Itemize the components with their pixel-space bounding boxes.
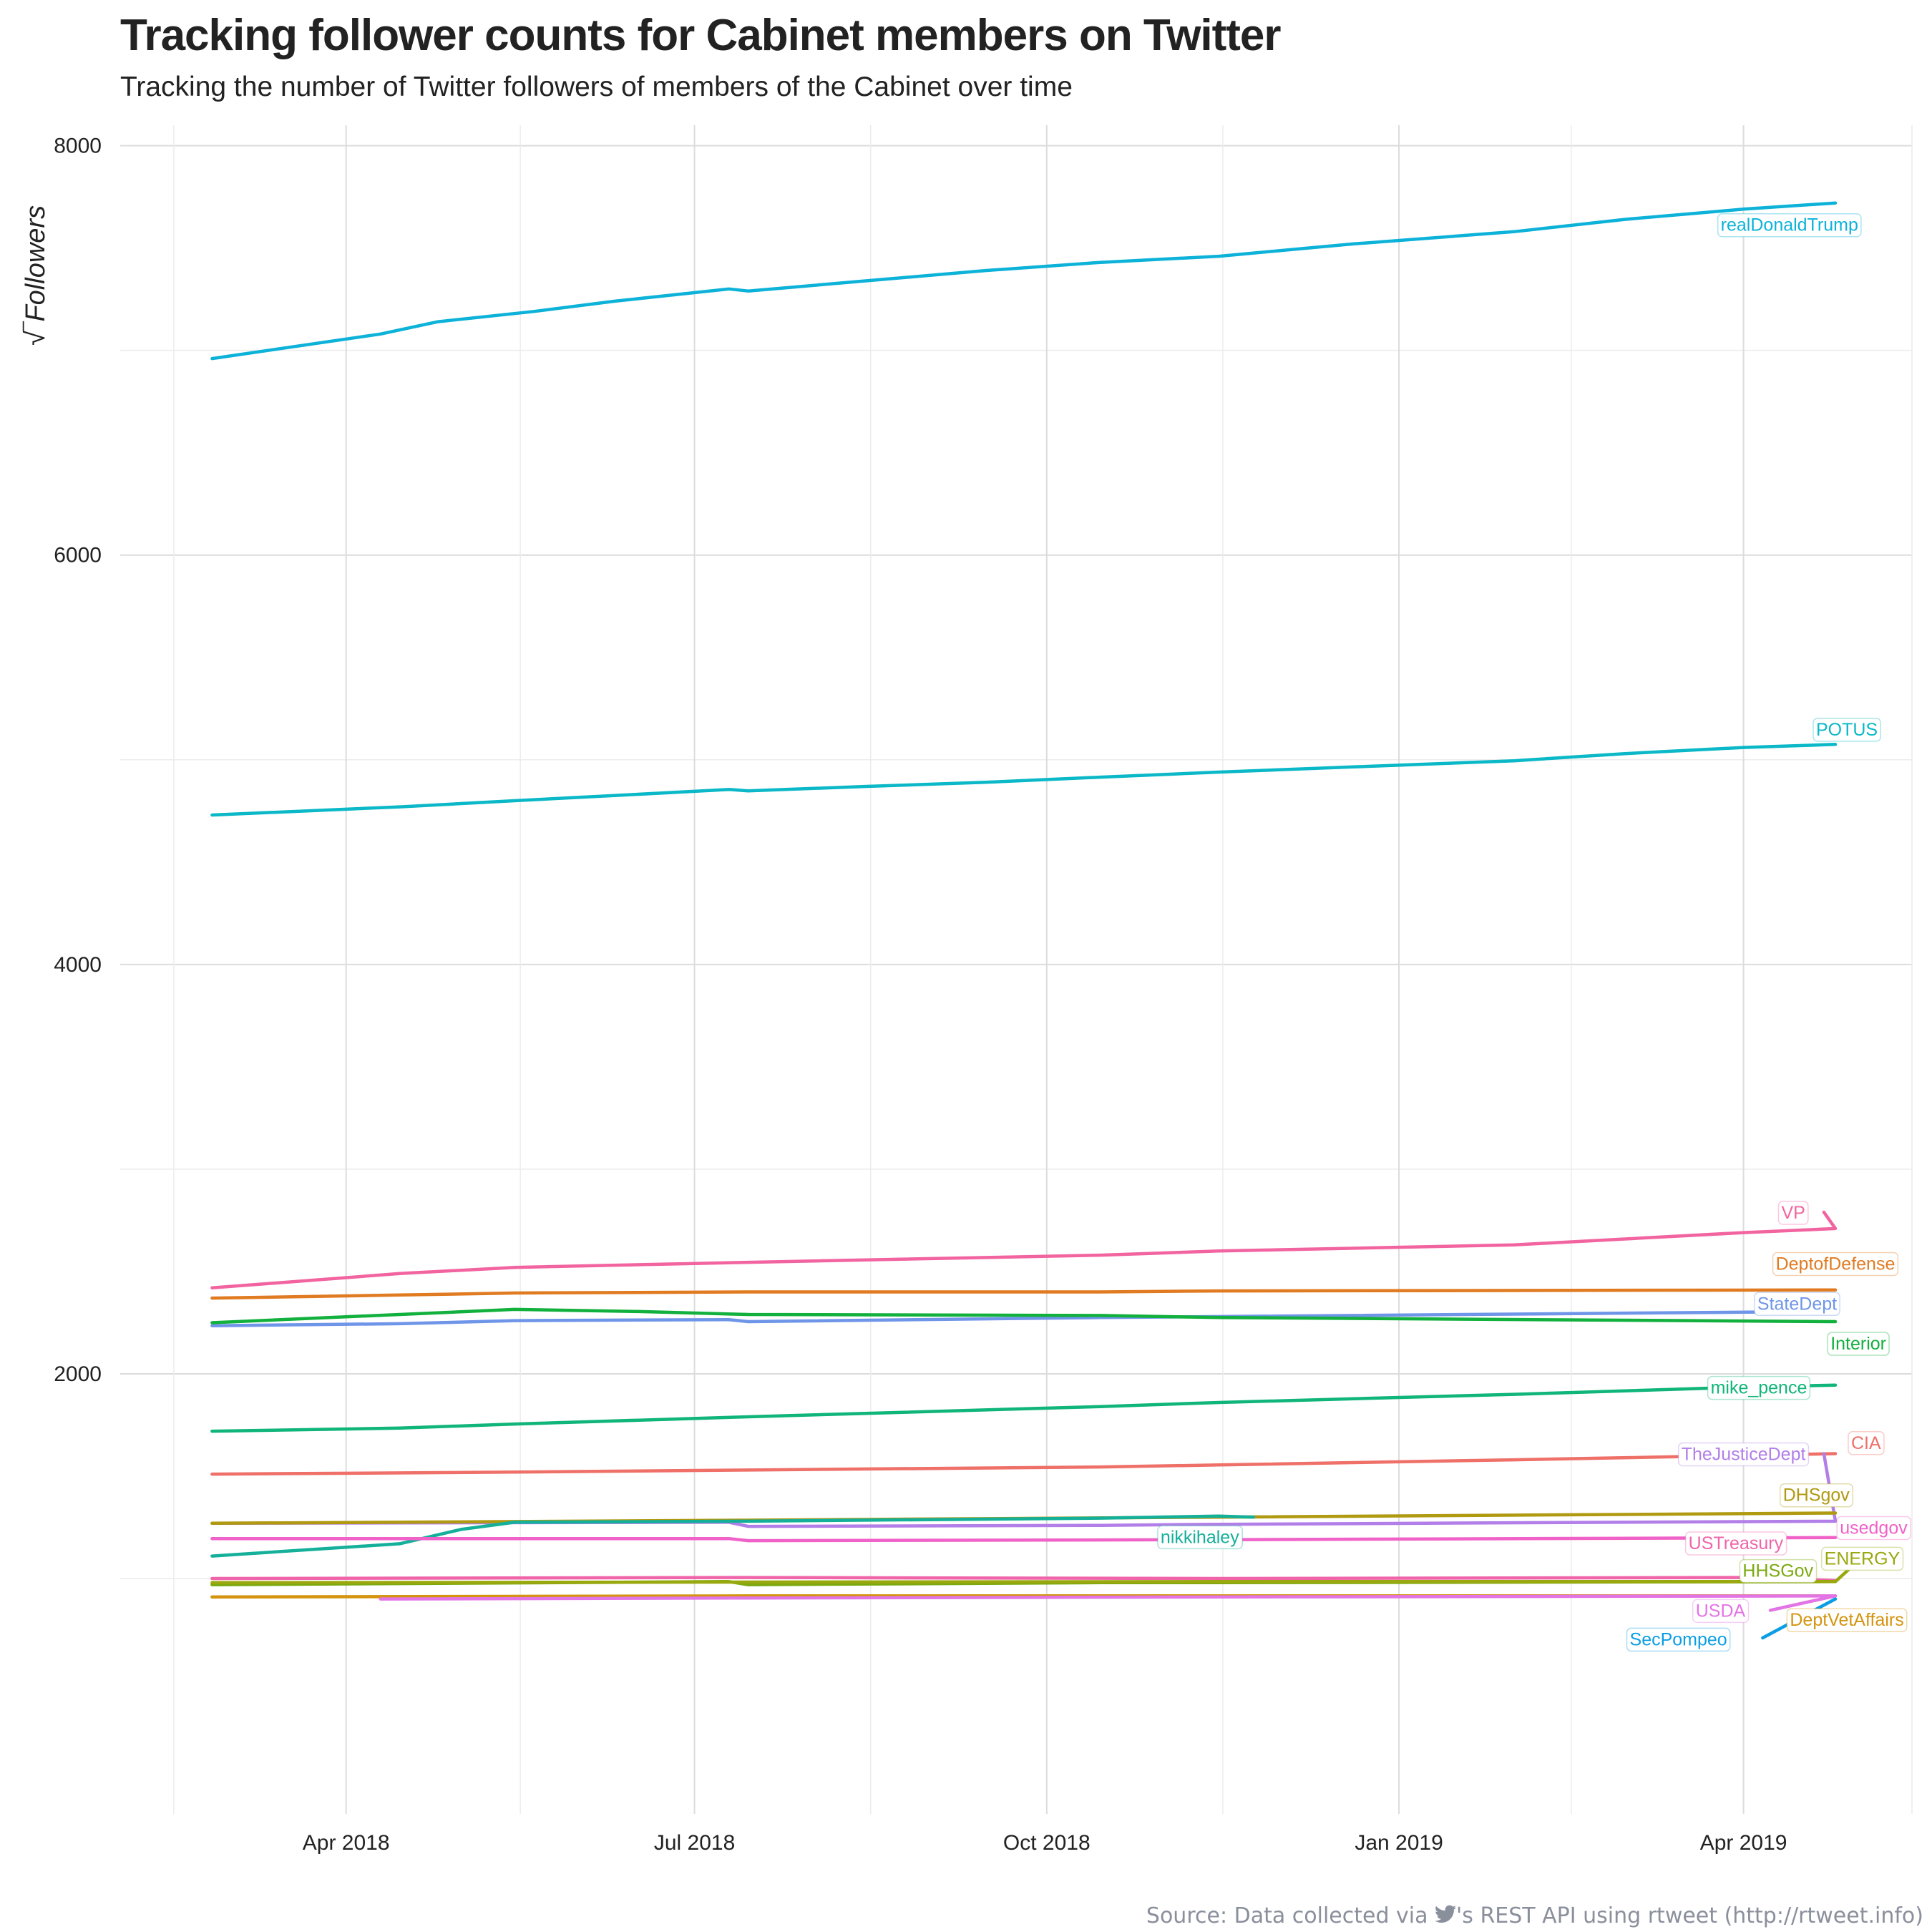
- series-label-box: [1754, 1292, 1840, 1317]
- series-label-POTUS: POTUS: [1813, 718, 1881, 742]
- y-tick-label: 4000: [54, 953, 102, 977]
- series-label-text: VP: [1781, 1203, 1805, 1223]
- series-label-DHSgov: DHSgov: [1779, 1483, 1854, 1508]
- series-label-text: TheJusticeDept: [1682, 1445, 1806, 1465]
- series-label-box: [1684, 1531, 1787, 1556]
- series-label-text: Interior: [1830, 1334, 1886, 1354]
- series-line-mike_pence: [210, 1383, 1838, 1433]
- chart-title: Tracking follower counts for Cabinet mem…: [120, 11, 1282, 60]
- series-label-box: [1739, 1558, 1818, 1584]
- series-label-text: nikkihaley: [1161, 1527, 1239, 1547]
- series-label-text: DHSgov: [1783, 1485, 1850, 1506]
- series-label-box: [1820, 1546, 1904, 1571]
- series-label-nikkihaley: nikkihaley: [1157, 1525, 1243, 1550]
- series-label-USDA: USDA: [1692, 1599, 1750, 1624]
- series-line-VP: [210, 1210, 1838, 1290]
- series-label-VP: VP: [1777, 1201, 1809, 1225]
- series-lines: [210, 201, 1856, 1640]
- series-label-box: [1779, 1483, 1854, 1508]
- series-label-box: [1786, 1608, 1908, 1632]
- source-caption: Source: Data collected via 's REST API u…: [1146, 1903, 1923, 1929]
- series-line-CIA: [210, 1452, 1838, 1476]
- series-label-SecPompeo: SecPompeo: [1626, 1627, 1731, 1652]
- series-label-text: DeptofDefense: [1776, 1254, 1896, 1274]
- series-label-box: [1848, 1431, 1885, 1455]
- series-label-StateDept: StateDept: [1754, 1292, 1840, 1317]
- series-label-TheJusticeDept: TheJusticeDept: [1677, 1442, 1810, 1467]
- x-tick-label: Apr 2019: [1700, 1831, 1787, 1855]
- series-label-box: [1813, 718, 1881, 742]
- series-label-mike_pence: mike_pence: [1707, 1375, 1811, 1400]
- grid-lines: [120, 125, 1913, 1814]
- y-axis-ticks: 2000 4000 6000 8000: [54, 135, 102, 1386]
- y-axis-label: √‾Followers: [21, 205, 51, 346]
- x-tick-label: Oct 2018: [1003, 1831, 1091, 1855]
- y-tick-label: 8000: [54, 135, 102, 158]
- series-label-CIA: CIA: [1848, 1431, 1885, 1455]
- caption-text-after: 's REST API using rtweet (http://rtweet.…: [1456, 1903, 1923, 1928]
- series-label-box: [1777, 1201, 1809, 1225]
- series-line-POTUS: [210, 743, 1838, 817]
- series-line-nikkihaley: [210, 1514, 1255, 1558]
- series-labels: realDonaldTrump POTUS VP DeptofDefense State…: [1157, 213, 1911, 1652]
- x-tick-label: Jan 2019: [1355, 1831, 1443, 1855]
- series-label-text: HHSGov: [1742, 1561, 1813, 1581]
- x-tick-label: Apr 2018: [303, 1831, 390, 1855]
- chart-subtitle: Tracking the number of Twitter followers…: [120, 72, 1073, 102]
- series-label-USTreasury: USTreasury: [1684, 1531, 1787, 1556]
- series-label-text: CIA: [1851, 1433, 1881, 1453]
- series-label-text: ENERGY: [1825, 1548, 1901, 1568]
- x-tick-label: Jul 2018: [654, 1831, 735, 1855]
- series-label-box: [1827, 1332, 1890, 1356]
- twitter-bird-icon: [1435, 1904, 1457, 1929]
- series-label-HHSGov: HHSGov: [1739, 1558, 1818, 1584]
- series-line-Interior: [210, 1307, 1838, 1324]
- series-label-box: [1707, 1375, 1811, 1400]
- series-label-text: mike_pence: [1711, 1378, 1807, 1398]
- series-label-DeptVetAffairs: DeptVetAffairs: [1786, 1608, 1908, 1632]
- series-line-ENERGY: [210, 1562, 1856, 1585]
- series-label-text: USTreasury: [1689, 1533, 1784, 1553]
- series-line-realDonaldTrump: [210, 201, 1838, 361]
- series-label-text: realDonaldTrump: [1721, 215, 1858, 235]
- series-label-text: usedgov: [1840, 1518, 1908, 1538]
- line-chart: 2000 4000 6000 8000 Apr 2018 Jul 2018 Oct 201…: [21, 125, 1913, 1855]
- series-label-text: USDA: [1696, 1601, 1746, 1621]
- series-label-text: POTUS: [1816, 720, 1878, 740]
- series-label-box: [1677, 1442, 1810, 1467]
- series-label-text: SecPompeo: [1630, 1629, 1727, 1649]
- series-line-usedgov: [210, 1536, 1838, 1543]
- series-label-box: [1717, 213, 1862, 238]
- x-axis-ticks: Apr 2018 Jul 2018 Oct 2018 Jan 2019 Apr 2019: [303, 1831, 1787, 1855]
- series-label-box: [1626, 1627, 1731, 1652]
- series-label-box: [1157, 1525, 1243, 1550]
- caption-text-before: Source: Data collected via: [1146, 1903, 1435, 1928]
- series-label-Interior: Interior: [1827, 1332, 1890, 1356]
- series-label-text: DeptVetAffairs: [1790, 1610, 1903, 1630]
- y-tick-label: 2000: [54, 1362, 102, 1386]
- y-tick-label: 6000: [54, 544, 102, 567]
- series-line-USDA: [379, 1594, 1838, 1612]
- series-line-DeptofDefense: [210, 1288, 1838, 1300]
- series-label-text: StateDept: [1757, 1294, 1837, 1314]
- series-label-ENERGY: ENERGY: [1820, 1546, 1904, 1571]
- series-label-usedgov: usedgov: [1836, 1516, 1911, 1541]
- series-label-box: [1836, 1516, 1911, 1541]
- series-label-box: [1772, 1252, 1899, 1277]
- series-label-DeptofDefense: DeptofDefense: [1772, 1252, 1899, 1277]
- series-label-realDonaldTrump: realDonaldTrump: [1717, 213, 1862, 238]
- series-label-box: [1692, 1599, 1750, 1624]
